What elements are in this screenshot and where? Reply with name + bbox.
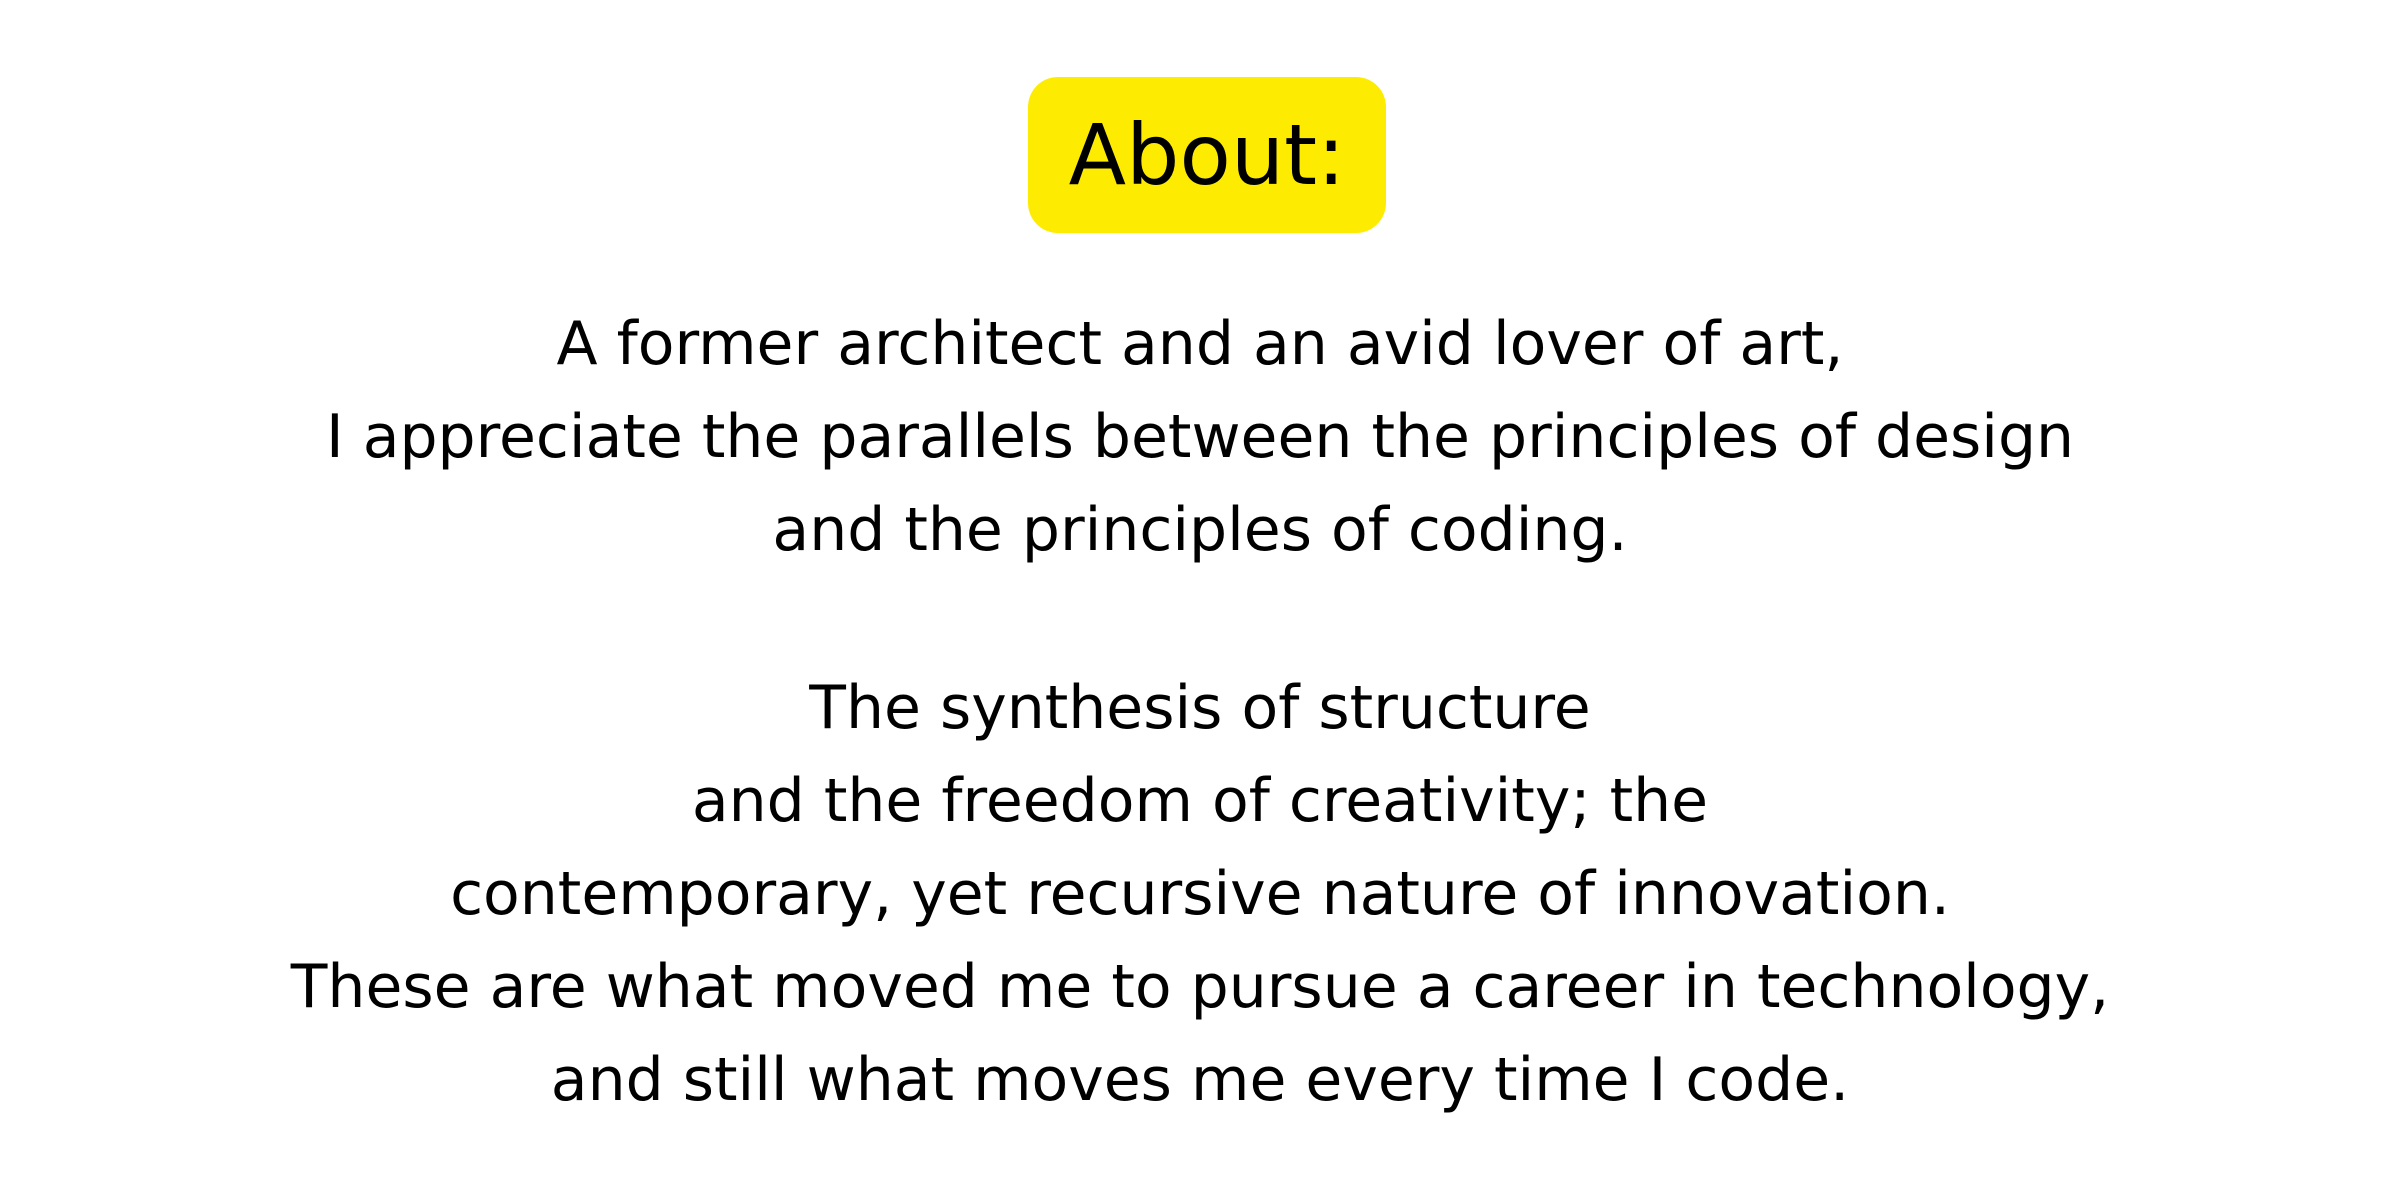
title-highlight: About: [1028,77,1386,233]
paragraph-line: and the principles of coding. [772,495,1628,565]
about-paragraph-2: The synthesis of structure and the freed… [0,662,2400,1127]
paragraph-line: and still what moves me every time I cod… [550,1045,1850,1115]
paragraph-line: The synthesis of structure [809,673,1591,743]
paragraph-line: and the freedom of creativity; the [691,766,1709,836]
paragraph-line: A former architect and an avid lover of … [556,309,1844,379]
paragraph-line: I appreciate the parallels between the p… [325,402,2075,472]
paragraph-line: contemporary, yet recursive nature of in… [450,859,1950,929]
about-paragraph-1: A former architect and an avid lover of … [0,298,2400,577]
page-title: About: [1068,106,1346,204]
paragraph-line: These are what moved me to pursue a care… [290,952,2110,1022]
